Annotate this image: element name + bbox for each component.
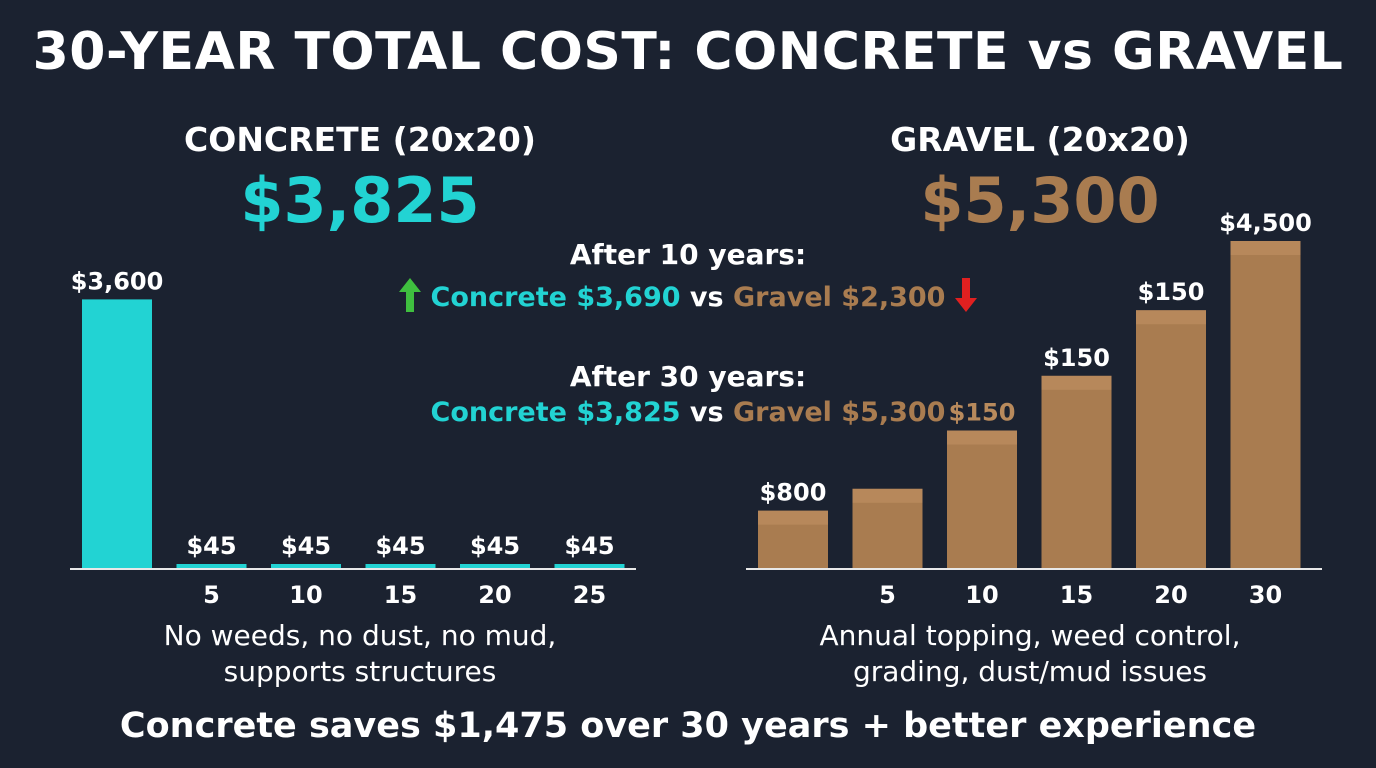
gravel-data-label-0: $800 <box>760 479 827 507</box>
concrete-tick-label-4: 20 <box>478 581 511 609</box>
chart-title: 30-YEAR TOTAL COST: CONCRETE vs GRAVEL <box>32 22 1344 82</box>
concrete-bar-3 <box>365 564 436 569</box>
red-down-arrow-icon <box>954 278 977 313</box>
concrete-tick-label-2: 10 <box>289 581 322 609</box>
gravel-bar-2 <box>947 430 1017 569</box>
after-30-gravel: Gravel $5,300 <box>733 397 946 428</box>
gravel-bar-cap-3 <box>1041 375 1112 390</box>
concrete-data-label-2: $45 <box>281 532 331 560</box>
gravel-tick-label-4: 20 <box>1154 581 1187 609</box>
gravel-bar-3 <box>1041 375 1112 569</box>
gravel-description-line1: Annual topping, weed control, <box>819 619 1241 652</box>
after-30-heading: After 30 years: <box>569 360 807 393</box>
concrete-chart: $3,600 $45 5 $45 10 $45 15 $45 20 $45 25 <box>70 267 636 609</box>
concrete-bar-4 <box>460 564 530 569</box>
gravel-description: Annual topping, weed control, grading, d… <box>770 618 1290 690</box>
after-30-comparison: Concrete $3,825 vs Gravel $5,300 <box>360 397 1016 428</box>
concrete-description-line2: supports structures <box>223 655 497 688</box>
after-30-concrete: Concrete $3,825 <box>430 397 681 428</box>
gravel-bar-cap-1 <box>852 488 923 503</box>
concrete-description: No weeds, no dust, no mud, supports stru… <box>110 618 610 690</box>
after-30-vs: vs <box>680 397 734 428</box>
gravel-data-label-5: $4,500 <box>1219 209 1312 237</box>
gravel-tick-label-1: 5 <box>879 581 896 609</box>
gravel-bar-cap-2 <box>947 430 1017 445</box>
after-10-gravel: Gravel $2,300 <box>733 282 946 313</box>
concrete-data-label-3: $45 <box>375 532 425 560</box>
after-10-concrete: Concrete $3,690 <box>430 282 681 313</box>
gravel-bar-cap-0 <box>758 510 828 525</box>
concrete-data-label-4: $45 <box>470 532 520 560</box>
after-10-heading: After 10 years: <box>569 238 807 271</box>
gravel-bar-5 <box>1230 241 1301 569</box>
gravel-bar-cap-5 <box>1230 241 1301 255</box>
footer-summary: Concrete saves $1,475 over 30 years + be… <box>119 706 1257 746</box>
gravel-tick-label-3: 15 <box>1060 581 1093 609</box>
concrete-tick-label-1: 5 <box>203 581 220 609</box>
after-10-comparison: Concrete $3,690 vs Gravel $2,300 <box>360 278 1016 313</box>
gravel-description-line2: grading, dust/mud issues <box>852 655 1208 688</box>
concrete-data-label-0: $3,600 <box>71 267 164 295</box>
concrete-tick-label-5: 25 <box>573 581 606 609</box>
concrete-data-label-5: $45 <box>564 532 614 560</box>
gravel-data-label-3: $150 <box>1043 344 1110 372</box>
after-10-vs: vs <box>680 282 734 313</box>
concrete-bar-2 <box>271 564 341 569</box>
gravel-bar-cap-4 <box>1136 310 1206 325</box>
concrete-description-line1: No weeds, no dust, no mud, <box>163 619 557 652</box>
concrete-bar-0 <box>82 299 152 569</box>
gravel-tick-label-2: 10 <box>965 581 998 609</box>
gravel-tick-label-5: 30 <box>1249 581 1282 609</box>
concrete-total: $3,825 <box>240 164 480 237</box>
gravel-bar-4 <box>1136 310 1206 569</box>
gravel-panel-title: GRAVEL (20x20) <box>890 120 1190 159</box>
concrete-data-label-1: $45 <box>186 532 236 560</box>
concrete-tick-label-3: 15 <box>384 581 417 609</box>
green-up-arrow-icon <box>399 278 430 313</box>
gravel-data-label-4: $150 <box>1138 278 1205 306</box>
concrete-bar-1 <box>176 564 247 569</box>
concrete-panel-title: CONCRETE (20x20) <box>184 120 536 159</box>
concrete-bar-5 <box>554 564 625 569</box>
gravel-data-label-2: $150 <box>949 399 1016 427</box>
gravel-total: $5,300 <box>920 164 1160 237</box>
gravel-chart: $800 5 $150 10 $150 15 $150 20 $4,500 30 <box>746 209 1322 609</box>
